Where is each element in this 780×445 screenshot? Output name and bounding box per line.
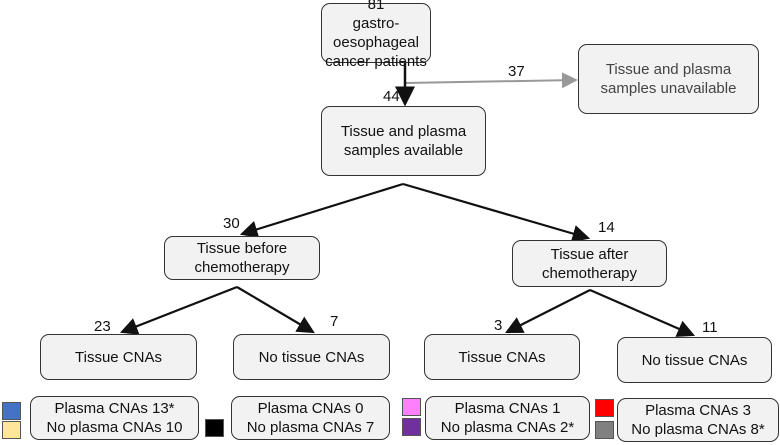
- node-after-chemo: Tissue after chemotherapy: [512, 240, 667, 287]
- available-label-2: samples available: [343, 142, 464, 159]
- patients-label-1: gastro-oesophageal: [333, 15, 419, 51]
- before-label-2: chemotherapy: [194, 259, 290, 276]
- edge-label-before: 30: [223, 215, 240, 232]
- after-label-1: Tissue after: [550, 245, 629, 263]
- swatch-grey: [595, 421, 614, 439]
- patients-count: 81: [367, 0, 385, 13]
- swatch-yellow: [2, 421, 21, 439]
- edge-label-after: 14: [598, 219, 615, 236]
- edge-label-before-cna: 23: [94, 318, 111, 335]
- arrow-to-after: [402, 182, 591, 243]
- arrow-to-after-nocna: [589, 288, 696, 337]
- node-patients: 81 gastro-oesophageal cancer patients: [321, 0, 431, 70]
- patients-label-2: cancer patients: [325, 53, 427, 70]
- node-after-tissue-cnas: Tissue CNAs: [424, 334, 580, 380]
- swatch-black: [205, 419, 224, 437]
- plasma-3-no-cnas: No plasma CNAs 2*: [440, 419, 575, 436]
- plasma-box-1: Plasma CNAs 13* No plasma CNAs 10: [30, 396, 199, 440]
- plasma-4-no-cnas: No plasma CNAs 8*: [631, 421, 765, 438]
- swatch-red: [595, 399, 614, 417]
- plasma-box-2: Plasma CNAs 0 No plasma CNAs 7: [231, 396, 390, 440]
- node-before-chemo: Tissue before chemotherapy: [164, 236, 320, 280]
- plasma-box-3: Plasma CNAs 1 No plasma CNAs 2*: [425, 396, 590, 440]
- edge-label-after-nocna: 11: [702, 319, 718, 336]
- arrow-to-before: [239, 182, 404, 238]
- edge-label-after-cna: 3: [494, 317, 503, 334]
- arrow-to-before-cna: [119, 285, 238, 335]
- swatch-blue: [2, 402, 21, 420]
- node-after-no-tissue-cnas: No tissue CNAs: [617, 337, 772, 383]
- plasma-1-cnas: Plasma CNAs 13*: [54, 400, 175, 417]
- node-unavailable: Tissue and plasma samples unavailable: [578, 44, 759, 114]
- before-nocna-label: No tissue CNAs: [258, 348, 365, 366]
- arrow-to-unavailable: [404, 72, 578, 89]
- plasma-2-no-cnas: No plasma CNAs 7: [246, 419, 375, 436]
- arrow-to-before-nocna: [236, 286, 315, 334]
- plasma-4-cnas: Plasma CNAs 3: [645, 402, 751, 419]
- edge-label-available: 44: [383, 88, 400, 105]
- available-label-1: Tissue and plasma: [340, 123, 467, 140]
- swatch-pink: [402, 398, 421, 416]
- after-cna-label: Tissue CNAs: [458, 348, 546, 366]
- before-cna-label: Tissue CNAs: [75, 348, 162, 366]
- after-nocna-label: No tissue CNAs: [641, 351, 748, 369]
- unavailable-label-1: Tissue and plasma: [605, 61, 732, 78]
- plasma-1-no-cnas: No plasma CNAs 10: [46, 419, 183, 436]
- plasma-box-4: Plasma CNAs 3 No plasma CNAs 8*: [617, 398, 779, 442]
- node-before-tissue-cnas: Tissue CNAs: [40, 334, 197, 380]
- unavailable-label-2: samples unavailable: [600, 80, 737, 97]
- plasma-2-cnas: Plasma CNAs 0: [257, 400, 364, 417]
- plasma-3-cnas: Plasma CNAs 1: [454, 400, 561, 417]
- before-label-1: Tissue before: [196, 240, 288, 257]
- edge-label-unavailable: 37: [508, 63, 525, 80]
- after-label-2: chemotherapy: [541, 264, 638, 282]
- arrow-to-after-cna: [505, 289, 591, 333]
- node-available: Tissue and plasma samples available: [321, 106, 486, 176]
- node-before-no-tissue-cnas: No tissue CNAs: [233, 334, 390, 380]
- swatch-purple: [402, 418, 421, 436]
- edge-label-before-nocna: 7: [330, 313, 339, 330]
